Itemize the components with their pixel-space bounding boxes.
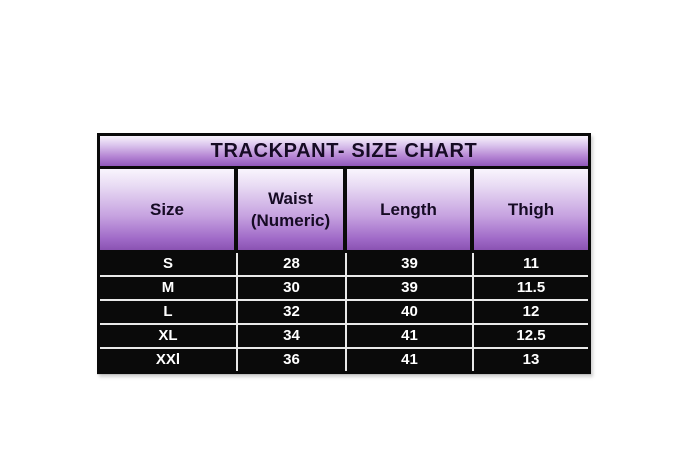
table-title: TRACKPANT- SIZE CHART	[100, 136, 588, 169]
size-row-XL: XL 34 41 12.5	[100, 325, 588, 349]
table-cell: 39	[347, 277, 474, 299]
table-cell: 39	[347, 253, 474, 275]
column-header-thigh: Thigh	[474, 169, 588, 250]
table-cell: XL	[100, 325, 238, 347]
table-cell: 41	[347, 325, 474, 347]
table-cell: M	[100, 277, 238, 299]
table-cell: 12.5	[474, 325, 588, 347]
size-row-S: S 28 39 11	[100, 253, 588, 277]
table-cell: XXl	[100, 349, 238, 371]
table-cell: 11	[474, 253, 588, 275]
table-cell: 30	[238, 277, 347, 299]
column-header-waist-numeric: Waist (Numeric)	[238, 169, 347, 250]
table-cell: L	[100, 301, 238, 323]
table-cell: 32	[238, 301, 347, 323]
size-row-M: M 30 39 11.5	[100, 277, 588, 301]
table-body: S 28 39 11 M 30 39 11.5 L 32 40 12 XL 34 41 12.5 XXl 36 41…	[100, 253, 588, 371]
table-cell: 41	[347, 349, 474, 371]
table-cell: 28	[238, 253, 347, 275]
table-cell: 12	[474, 301, 588, 323]
table-cell: 36	[238, 349, 347, 371]
column-header-size: Size	[100, 169, 238, 250]
table-cell: 11.5	[474, 277, 588, 299]
table-cell: 34	[238, 325, 347, 347]
table-header-row: Size Waist (Numeric) Length Thigh	[100, 169, 588, 253]
size-row-XXl: XXl 36 41 13	[100, 349, 588, 371]
column-header-length: Length	[347, 169, 474, 250]
table-cell: S	[100, 253, 238, 275]
size-row-L: L 32 40 12	[100, 301, 588, 325]
table-cell: 13	[474, 349, 588, 371]
table-cell: 40	[347, 301, 474, 323]
size-chart-table: TRACKPANT- SIZE CHART Size Waist (Numeric…	[97, 133, 591, 374]
